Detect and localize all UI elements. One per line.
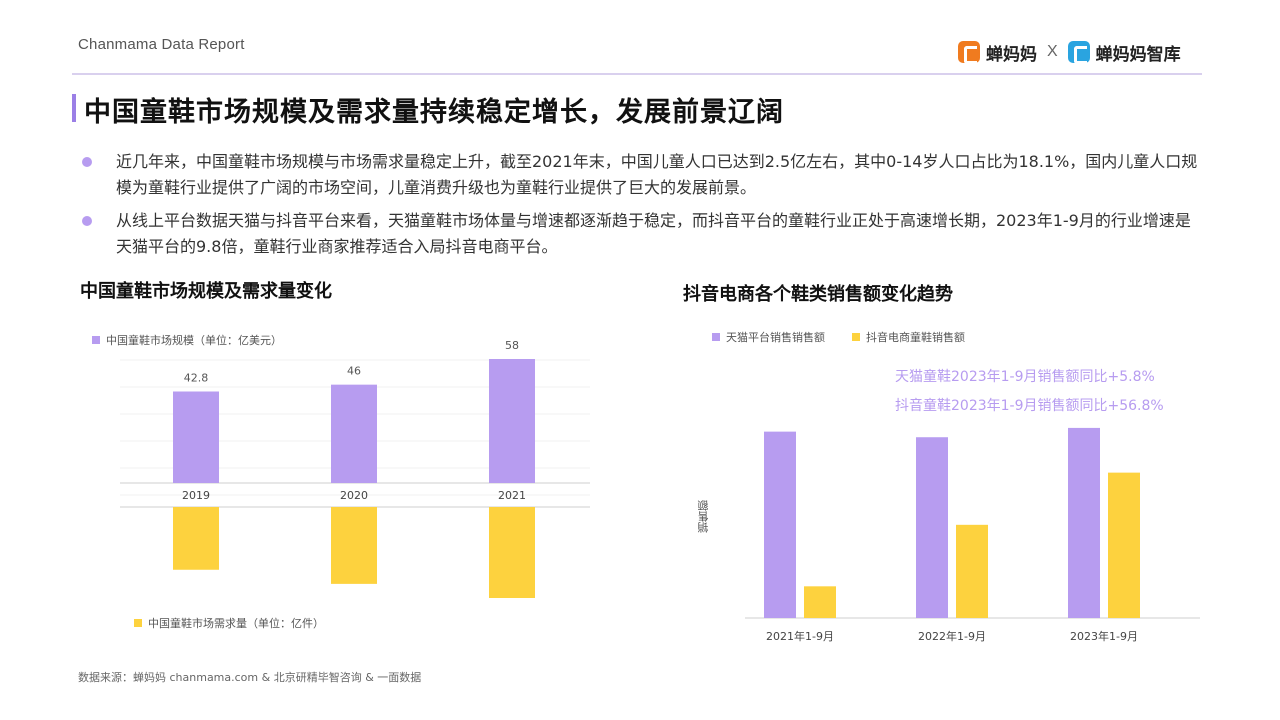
logo-left-text: 蝉妈妈 — [986, 44, 1037, 65]
right-y-axis-label: 销售额 — [697, 500, 710, 533]
demand-bar — [173, 507, 219, 570]
tmall-sales-bar — [1068, 427, 1100, 618]
title-accent-bar — [72, 94, 76, 122]
page-title: 中国童鞋市场规模及需求量持续稳定增长，发展前景辽阔 — [84, 97, 784, 128]
logo-right-text: 蝉妈妈智库 — [1095, 44, 1181, 65]
bullet-point-1: 近几年来，中国童鞋市场规模与市场需求量稳定上升，截至2021年末，中国儿童人口已… — [82, 149, 1202, 201]
bullet-dot-icon — [82, 216, 92, 226]
market-size-data-label: 42.8 — [184, 371, 209, 384]
left-legend-bottom: 中国童鞋市场需求量（单位：亿件） — [134, 615, 324, 631]
legend-swatch-yellow — [134, 619, 142, 627]
demand-bar — [489, 507, 535, 598]
report-brand-text: Chanmama Data Report — [78, 36, 245, 53]
tmall-sales-bar — [764, 431, 796, 618]
demand-bar — [331, 507, 377, 584]
market-size-data-label: 58 — [505, 340, 519, 352]
bullet-text-1: 近几年来，中国童鞋市场规模与市场需求量稳定上升，截至2021年末，中国儿童人口已… — [116, 152, 1198, 197]
market-size-bar — [173, 391, 219, 483]
douyin-sales-bar — [1108, 472, 1140, 618]
right-legend-douyin: 抖音电商童鞋销售额 — [852, 329, 965, 345]
right-chart-title: 抖音电商各个鞋类销售额变化趋势 — [683, 284, 953, 305]
header-logos: 蝉妈妈 X 蝉妈妈智库 — [958, 36, 1181, 68]
market-size-data-label: 46 — [347, 365, 361, 378]
douyin-sales-bar — [804, 586, 836, 618]
data-source-note: 数据来源：蝉妈妈 chanmama.com & 北京研精毕智咨询 & 一面数据 — [78, 671, 422, 684]
year-tick-label: 2019 — [182, 489, 210, 502]
left-legend-bottom-label: 中国童鞋市场需求量（单位：亿件） — [148, 617, 324, 630]
period-tick-label: 2023年1-9月 — [1070, 629, 1138, 643]
douyin-sales-bar — [956, 524, 988, 618]
tmall-sales-bar — [916, 437, 948, 618]
legend-swatch-purple — [712, 333, 720, 341]
right-legend-tmall: 天猫平台销售销售额 — [712, 329, 825, 345]
market-size-demand-chart: 42.8 2019 46 2020 58 2021 — [120, 340, 590, 598]
tmall-growth-annotation: 天猫童鞋2023年1-9月销售额同比+5.8% — [895, 369, 1155, 385]
chanmama-logo-icon — [958, 41, 980, 64]
shoe-sales-trend-chart: 2021年1-9月 2022年1-9月 2023年1-9月 — [745, 427, 1200, 643]
market-size-bar — [331, 384, 377, 483]
period-tick-label: 2021年1-9月 — [766, 629, 834, 643]
year-tick-label: 2020 — [340, 489, 368, 502]
left-legend-top-label: 中国童鞋市场规模（单位：亿美元） — [106, 334, 282, 347]
right-legend-douyin-label: 抖音电商童鞋销售额 — [866, 331, 965, 344]
chanmama-zhiku-logo-icon — [1067, 41, 1090, 64]
period-tick-label: 2022年1-9月 — [918, 629, 986, 643]
legend-swatch-yellow — [852, 333, 860, 341]
left-legend-top: 中国童鞋市场规模（单位：亿美元） — [92, 332, 282, 348]
legend-swatch-purple — [92, 336, 100, 344]
bullet-point-2: 从线上平台数据天猫与抖音平台来看，天猫童鞋市场体量与增速都逐渐趋于稳定，而抖音平… — [82, 208, 1202, 260]
left-chart-title: 中国童鞋市场规模及需求量变化 — [80, 281, 332, 302]
year-tick-label: 2021 — [498, 489, 526, 502]
logo-separator: X — [1047, 43, 1058, 60]
bullet-text-2: 从线上平台数据天猫与抖音平台来看，天猫童鞋市场体量与增速都逐渐趋于稳定，而抖音平… — [116, 211, 1191, 256]
header-divider — [72, 73, 1202, 75]
douyin-growth-annotation: 抖音童鞋2023年1-9月销售额同比+56.8% — [895, 398, 1164, 414]
market-size-bar — [489, 359, 535, 483]
bullet-dot-icon — [82, 157, 92, 167]
right-legend-tmall-label: 天猫平台销售销售额 — [726, 331, 825, 344]
